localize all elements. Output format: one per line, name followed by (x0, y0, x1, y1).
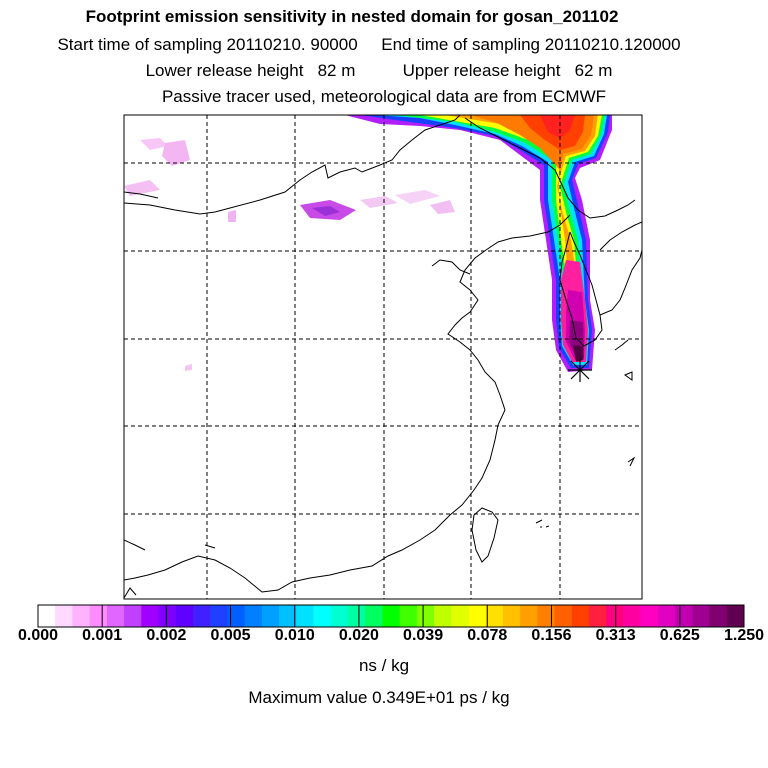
colorbar-label: 0.000 (17, 627, 59, 644)
colorbar-swatch (279, 605, 297, 627)
colorbar-label: 0.313 (595, 627, 636, 644)
colorbar-swatch (313, 605, 332, 627)
colorbar (37, 604, 745, 628)
colorbar-swatch (158, 605, 177, 627)
footprint-field (124, 115, 612, 372)
colorbar-swatch (55, 605, 73, 627)
colorbar-swatch (227, 605, 246, 627)
map-title: Footprint emission sensitivity in nested… (85, 7, 619, 26)
colorbar-label: 0.002 (146, 627, 187, 644)
colorbar-swatch (692, 605, 711, 627)
colorbar-swatch (571, 605, 590, 627)
colorbar-swatch (675, 605, 693, 627)
colorbar-swatch (399, 605, 418, 627)
colorbar-swatch (106, 605, 125, 627)
colorbar-swatch (347, 605, 366, 627)
colorbar-frame (37, 604, 745, 628)
colorbar-swatch (451, 605, 469, 627)
colorbar-swatch (365, 605, 383, 627)
colorbar-swatch (89, 605, 108, 627)
tracer-info-line: Passive tracer used, meteorological data… (161, 87, 607, 106)
colorbar-swatch (468, 605, 487, 627)
colorbar-swatch (261, 605, 280, 627)
colorbar-label: 0.020 (338, 627, 379, 644)
colorbar-swatch (485, 605, 504, 627)
colorbar-swatch (434, 605, 452, 627)
colorbar-swatch (382, 605, 401, 627)
map-frame (123, 114, 643, 600)
sampling-time-line: Start time of sampling 20110210. 90000 E… (57, 35, 681, 54)
colorbar-label: 1.250 (723, 627, 765, 644)
colorbar-label: 0.001 (82, 627, 123, 644)
colorbar-label: 0.625 (659, 627, 700, 644)
colorbar-swatch (623, 605, 642, 627)
colorbar-swatch (72, 605, 91, 627)
colorbar-swatch (502, 605, 521, 627)
colorbar-label: 0.010 (274, 627, 315, 644)
colorbar-swatch (709, 605, 728, 627)
colorbar-label: 0.005 (210, 627, 251, 644)
lat-lon-grid (124, 115, 642, 599)
colorbar-swatch (726, 605, 745, 627)
colorbar-swatch (554, 605, 573, 627)
colorbar-units: ns / kg (358, 656, 410, 675)
colorbar-swatch (537, 605, 556, 627)
colorbar-label: 0.039 (403, 627, 444, 644)
colorbar-swatch (210, 605, 228, 627)
colorbar-swatch (657, 605, 676, 627)
colorbar-swatch (416, 605, 435, 627)
release-height-line: Lower release height 82 m Upper release … (145, 61, 613, 80)
colorbar-swatch (141, 605, 160, 627)
colorbar-swatch (175, 605, 194, 627)
receptor-star-icon (568, 358, 592, 382)
colorbar-swatch (520, 605, 538, 627)
maximum-value: Maximum value 0.349E+01 ps / kg (248, 688, 510, 707)
colorbar-swatch (244, 605, 263, 627)
colorbar-swatch (124, 605, 142, 627)
colorbar-label: 0.078 (467, 627, 508, 644)
coastlines (124, 115, 642, 599)
colorbar-swatch (640, 605, 659, 627)
colorbar-swatch (192, 605, 211, 627)
colorbar-swatch (38, 605, 56, 627)
colorbar-label: 0.156 (531, 627, 572, 644)
colorbar-swatch (330, 605, 349, 627)
colorbar-swatch (606, 605, 624, 627)
colorbar-swatch (589, 605, 607, 627)
colorbar-swatch (296, 605, 315, 627)
